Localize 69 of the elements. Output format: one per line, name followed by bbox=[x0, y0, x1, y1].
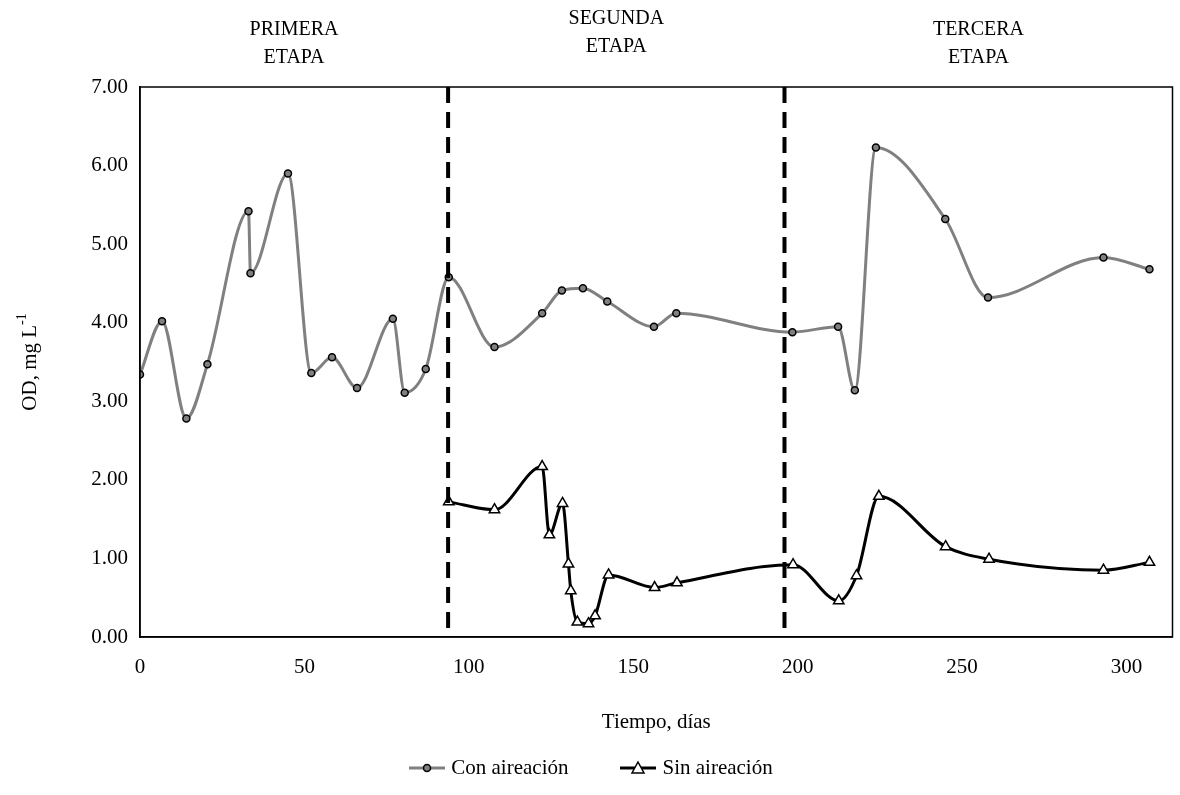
x-tick-label: 300 bbox=[1110, 654, 1143, 679]
point bbox=[649, 322, 659, 331]
point bbox=[872, 489, 885, 501]
text: TERCERA ETAPA bbox=[932, 17, 1025, 68]
point bbox=[788, 327, 797, 337]
x-tick-label: 200 bbox=[781, 654, 814, 679]
legend-label: Sin aireación bbox=[662, 755, 773, 780]
point bbox=[672, 309, 681, 318]
point bbox=[246, 268, 255, 278]
point bbox=[850, 386, 860, 395]
point bbox=[564, 583, 577, 595]
point bbox=[536, 459, 549, 471]
y-tick-label: 0.00 bbox=[91, 623, 128, 648]
point bbox=[871, 143, 881, 152]
y-tick-label: 6.00 bbox=[91, 152, 128, 177]
point bbox=[327, 353, 337, 362]
point bbox=[157, 316, 167, 326]
point bbox=[571, 615, 584, 626]
point bbox=[648, 580, 661, 592]
point bbox=[983, 293, 993, 302]
point bbox=[582, 616, 595, 628]
point bbox=[488, 502, 501, 514]
point bbox=[388, 314, 398, 324]
point bbox=[543, 528, 556, 539]
point bbox=[1143, 555, 1156, 567]
text: SEGUNDA ETAPA bbox=[568, 6, 665, 57]
y-tick-label: 1.00 bbox=[91, 544, 128, 569]
point bbox=[352, 383, 362, 393]
point bbox=[562, 557, 575, 568]
point bbox=[787, 557, 799, 569]
y-tick-label: 4.00 bbox=[91, 309, 128, 334]
point bbox=[556, 496, 569, 508]
point bbox=[490, 342, 499, 352]
text: PRIMERA ETAPA bbox=[249, 17, 340, 68]
point bbox=[850, 568, 863, 580]
y-tick-label: 3.00 bbox=[91, 387, 128, 412]
point bbox=[307, 368, 316, 378]
x-tick-label: 250 bbox=[946, 654, 978, 679]
legend-label: Con aireación bbox=[451, 755, 569, 780]
point bbox=[671, 576, 683, 587]
point bbox=[1097, 563, 1110, 574]
point bbox=[578, 283, 588, 293]
x-tick-label: 150 bbox=[617, 654, 649, 679]
point bbox=[941, 214, 950, 224]
point bbox=[400, 388, 409, 397]
x-tick-label: 50 bbox=[293, 654, 315, 679]
point bbox=[421, 364, 430, 374]
point bbox=[983, 552, 995, 563]
point bbox=[182, 414, 191, 423]
point bbox=[203, 360, 212, 369]
y-tick-label: 7.00 bbox=[91, 73, 128, 98]
point bbox=[833, 322, 843, 331]
y-tick-label: 5.00 bbox=[91, 230, 128, 255]
y-axis-title: OD, mg L-1 bbox=[13, 313, 41, 411]
point bbox=[589, 609, 602, 620]
point bbox=[283, 169, 293, 178]
point bbox=[603, 297, 612, 306]
point bbox=[832, 594, 845, 605]
point bbox=[602, 568, 615, 579]
point bbox=[537, 309, 547, 318]
x-tick-label: 100 bbox=[453, 654, 485, 679]
point bbox=[1099, 253, 1108, 262]
point bbox=[1145, 265, 1154, 274]
point bbox=[244, 206, 253, 216]
y-tick-label: 2.00 bbox=[91, 466, 128, 491]
point bbox=[557, 286, 567, 295]
point bbox=[939, 539, 952, 551]
x-axis-title: Tiempo, días bbox=[601, 708, 711, 733]
x-tick-label: 0 bbox=[134, 654, 146, 679]
